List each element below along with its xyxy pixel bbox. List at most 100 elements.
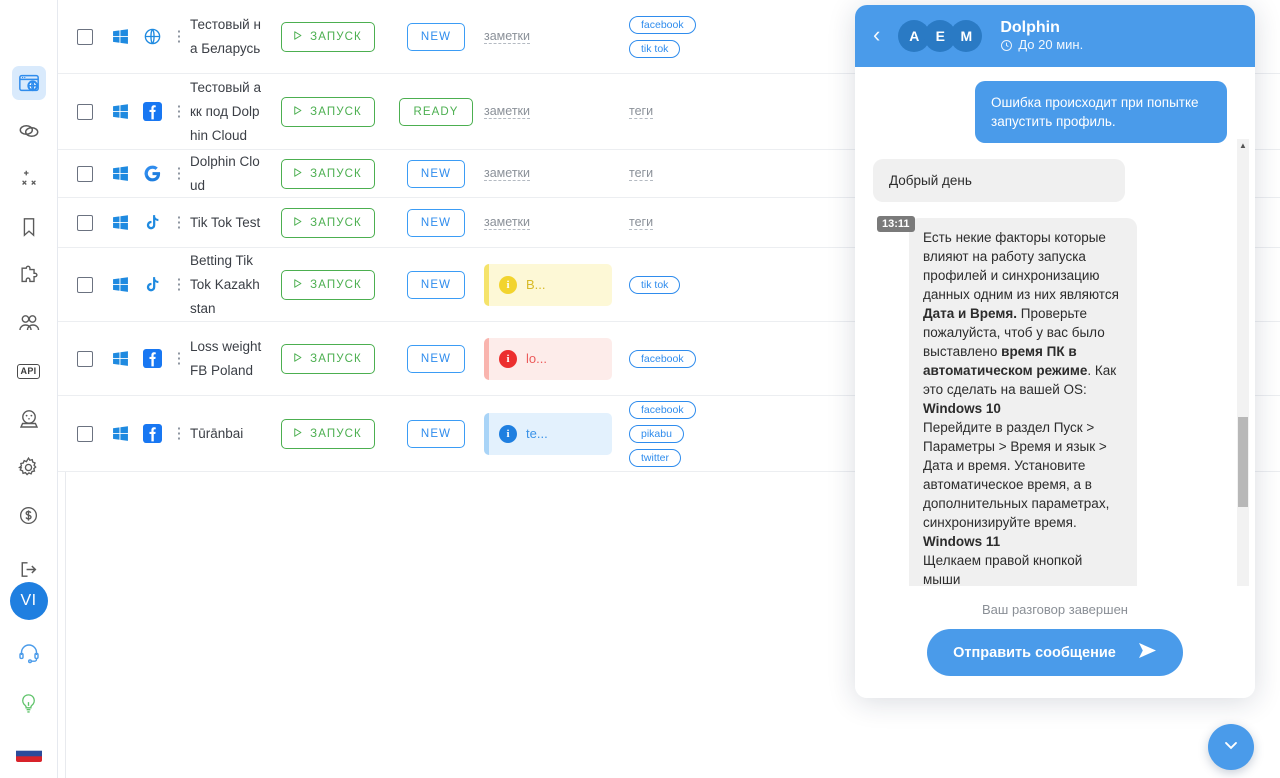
row-checkbox[interactable] bbox=[77, 425, 93, 442]
sidebar-item-logout[interactable] bbox=[12, 552, 46, 586]
checkbox-cell bbox=[66, 28, 104, 45]
name-cell: Dolphin Cloud bbox=[190, 150, 268, 198]
status-cell: NEW bbox=[388, 208, 484, 237]
sidebar-item-automation[interactable] bbox=[12, 162, 46, 196]
sidebar-item-team[interactable] bbox=[12, 306, 46, 340]
profile-name[interactable]: Loss weight FB Poland bbox=[190, 338, 262, 378]
avatar[interactable]: VI bbox=[9, 582, 48, 620]
chat-minimize-button[interactable] bbox=[1208, 724, 1254, 770]
note-chip[interactable]: i lo... bbox=[484, 337, 612, 380]
profile-name[interactable]: Betting Tik Tok Kazakhstan bbox=[190, 252, 260, 316]
run-profile-label: ЗАПУСК bbox=[310, 30, 362, 43]
sidebar-item-browser-profiles[interactable] bbox=[11, 66, 46, 100]
run-profile-label: ЗАПУСК bbox=[310, 167, 362, 180]
notes-placeholder[interactable]: заметки bbox=[484, 104, 530, 119]
chat-messages[interactable]: Ошибка происходит при попытке запустить … bbox=[855, 67, 1255, 586]
tags-cell: tik tok bbox=[629, 275, 745, 294]
note-chip[interactable]: i te... bbox=[484, 412, 612, 455]
run-profile-button[interactable]: ЗАПУСК bbox=[281, 269, 375, 300]
note-chip[interactable]: i В... bbox=[484, 263, 612, 306]
checkbox-cell bbox=[66, 276, 104, 293]
puzzle-piece-icon bbox=[18, 264, 40, 286]
row-checkbox[interactable] bbox=[77, 103, 93, 120]
row-menu-icon[interactable]: ⋮ bbox=[171, 165, 187, 182]
notes-placeholder[interactable]: заметки bbox=[484, 166, 530, 181]
sidebar-item-billing[interactable] bbox=[12, 498, 46, 532]
notes-placeholder[interactable]: заметки bbox=[484, 215, 530, 230]
tag-chip[interactable]: facebook bbox=[629, 15, 696, 34]
run-cell: ЗАПУСК bbox=[268, 158, 388, 189]
profile-name[interactable]: Тестовый на Беларусь bbox=[190, 16, 261, 56]
users-group-icon bbox=[17, 311, 41, 335]
row-menu-icon[interactable]: ⋮ bbox=[171, 350, 187, 367]
tag-chip[interactable]: facebook bbox=[629, 400, 696, 419]
sidebar-item-settings[interactable] bbox=[12, 450, 46, 484]
sidebar-item-fingerprint[interactable] bbox=[12, 402, 46, 436]
chat-message-outgoing: Ошибка происходит при попытке запустить … bbox=[975, 81, 1227, 143]
chat-header: ‹ A E M Dolphin До 20 мин. bbox=[855, 5, 1255, 67]
tag-chip[interactable]: tik tok bbox=[629, 39, 681, 58]
row-checkbox[interactable] bbox=[77, 165, 93, 182]
tag-list: facebook pikabu twitter bbox=[629, 400, 696, 467]
run-profile-button[interactable]: ЗАПУСК bbox=[281, 96, 375, 127]
send-message-label: Отправить сообщение bbox=[953, 644, 1116, 661]
tags-placeholder[interactable]: теги bbox=[629, 215, 654, 230]
run-profile-button[interactable]: ЗАПУСК bbox=[281, 158, 375, 189]
run-cell: ЗАПУСК bbox=[268, 343, 388, 374]
row-checkbox[interactable] bbox=[77, 350, 93, 367]
tag-chip[interactable]: twitter bbox=[629, 448, 682, 467]
tag-chip[interactable]: pikabu bbox=[629, 424, 684, 443]
status-cell: READY bbox=[388, 97, 484, 126]
windows-icon bbox=[111, 349, 130, 368]
row-menu-icon[interactable]: ⋮ bbox=[171, 425, 187, 442]
status-badge[interactable]: NEW bbox=[406, 270, 466, 299]
tags-placeholder[interactable]: теги bbox=[629, 104, 654, 119]
tags-placeholder[interactable]: теги bbox=[629, 166, 654, 181]
status-badge[interactable]: NEW bbox=[406, 344, 466, 373]
status-badge[interactable]: READY bbox=[399, 97, 473, 126]
profile-name[interactable]: Tik Tok Test bbox=[190, 214, 261, 230]
notes-cell: заметки bbox=[484, 215, 629, 230]
row-menu-icon[interactable]: ⋮ bbox=[171, 103, 187, 120]
status-badge[interactable]: NEW bbox=[406, 419, 466, 448]
row-checkbox[interactable] bbox=[77, 276, 93, 293]
sidebar-item-proxies[interactable] bbox=[12, 114, 46, 148]
notes-cell: i te... bbox=[484, 412, 629, 455]
run-profile-button[interactable]: ЗАПУСК bbox=[281, 21, 375, 52]
row-checkbox[interactable] bbox=[77, 214, 93, 231]
notes-cell: заметки bbox=[484, 166, 629, 181]
chevron-left-icon[interactable]: ‹ bbox=[873, 21, 881, 47]
status-badge[interactable]: NEW bbox=[406, 208, 466, 237]
status-cell: NEW bbox=[388, 270, 484, 299]
sidebar-item-language[interactable] bbox=[12, 736, 46, 770]
sidebar-item-tips[interactable] bbox=[12, 686, 46, 720]
run-profile-button[interactable]: ЗАПУСК bbox=[281, 418, 375, 449]
notes-placeholder[interactable]: заметки bbox=[484, 29, 530, 44]
sidebar-item-api[interactable]: API bbox=[12, 354, 46, 388]
profile-name[interactable]: Тестовый акк под Dolphin Cloud bbox=[190, 79, 261, 143]
chat-scrollbar[interactable]: ▲ ▼ bbox=[1237, 139, 1249, 586]
send-message-button[interactable]: Отправить сообщение bbox=[927, 629, 1183, 676]
sidebar-item-bookmarks[interactable] bbox=[12, 210, 46, 244]
sidebar-item-support[interactable] bbox=[12, 636, 46, 670]
tag-chip[interactable]: tik tok bbox=[629, 275, 681, 294]
profile-name[interactable]: Dolphin Cloud bbox=[190, 153, 260, 193]
profile-name[interactable]: Tūrānbai bbox=[190, 425, 244, 441]
row-menu-icon[interactable]: ⋮ bbox=[171, 28, 187, 45]
chat-footer: Ваш разговор завершен Отправить сообщени… bbox=[855, 586, 1255, 698]
sidebar-item-extensions[interactable] bbox=[12, 258, 46, 292]
run-profile-button[interactable]: ЗАПУСК bbox=[281, 207, 375, 238]
status-badge[interactable]: NEW bbox=[406, 22, 466, 51]
status-badge[interactable]: NEW bbox=[406, 159, 466, 188]
row-menu-icon[interactable]: ⋮ bbox=[171, 214, 187, 231]
row-checkbox[interactable] bbox=[77, 28, 93, 45]
notes-cell: заметки bbox=[484, 29, 629, 44]
message-timestamp: 13:11 bbox=[877, 216, 915, 232]
tag-chip[interactable]: facebook bbox=[629, 349, 696, 368]
run-profile-label: ЗАПУСК bbox=[310, 105, 362, 118]
scroll-up-arrow[interactable]: ▲ bbox=[1239, 141, 1247, 150]
row-menu-icon[interactable]: ⋮ bbox=[171, 276, 187, 293]
conversation-ended-text: Ваш разговор завершен bbox=[982, 602, 1128, 617]
scroll-thumb[interactable] bbox=[1238, 417, 1248, 507]
run-profile-button[interactable]: ЗАПУСК bbox=[281, 343, 375, 374]
